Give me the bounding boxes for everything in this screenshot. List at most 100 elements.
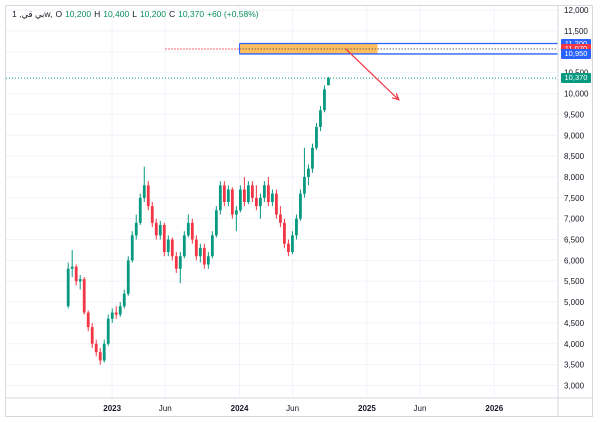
candle-body: [162, 224, 166, 253]
y-tick-label: 11,500: [564, 27, 588, 36]
annotations: [6, 48, 558, 101]
price-tag: 10,950: [561, 48, 591, 59]
time-axis[interactable]: 2023 Jun 2024 Jun 2025 Jun 2026: [6, 397, 593, 413]
candle-body: [74, 266, 78, 282]
y-tick-label: 9,500: [564, 110, 585, 119]
grid: [6, 6, 558, 398]
candle-body: [307, 168, 310, 177]
x-tick-label: Jun: [414, 404, 427, 413]
candle-body: [315, 126, 318, 148]
y-tick-label: 4,500: [564, 319, 585, 328]
candle-body: [66, 268, 70, 307]
y-tick-label: 6,500: [564, 236, 585, 245]
change-value: +60 (+0.58%): [207, 9, 259, 19]
candle-body: [138, 197, 142, 223]
candle-body: [262, 185, 266, 198]
candle-body: [134, 222, 138, 236]
candle-body: [323, 89, 326, 111]
candle-body: [258, 197, 262, 207]
candle-body: [226, 189, 230, 202]
candle-body: [158, 224, 162, 236]
y-tick-label: 6,000: [564, 256, 585, 265]
candle-body: [291, 235, 294, 253]
x-tick-label: Jun: [286, 404, 299, 413]
candle-body: [271, 193, 274, 202]
candle-body: [70, 266, 74, 269]
low-label: L: [132, 9, 137, 19]
price-axis[interactable]: 3,000 3,500 4,000 4,500 5,000 5,500 6,000 6,500…: [557, 6, 589, 416]
y-tick-label: 8,500: [564, 152, 585, 161]
candle-body: [122, 293, 126, 307]
candle-body: [118, 306, 122, 315]
ohlc-legend: 1 ,بي قيw, O 10,200 H 10,400 L 10,200 C 10,3…: [12, 9, 259, 20]
candle-body: [194, 239, 198, 257]
candle-body: [198, 247, 202, 257]
y-tick-label: 9,000: [564, 131, 585, 140]
x-tick-label: Jun: [159, 404, 172, 413]
close-value: 10,370: [178, 9, 205, 19]
projection-arrow: [345, 48, 400, 101]
candle-body: [295, 218, 298, 236]
candle-body: [82, 279, 86, 313]
y-tick-label: 7,500: [564, 194, 585, 203]
resistance-zone[interactable]: [239, 42, 558, 55]
candle-body: [311, 147, 314, 169]
candle-body: [230, 189, 234, 215]
candle-body: [254, 197, 258, 207]
candle-body: [130, 235, 134, 261]
candle-body: [206, 256, 210, 265]
x-tick-label: 2023: [103, 404, 121, 413]
symbol-name: 1 ,بي قيw,: [12, 9, 53, 19]
y-tick-label: 4,000: [564, 340, 585, 349]
x-tick-label: 2026: [485, 404, 503, 413]
candle-body: [238, 189, 242, 211]
candle-body: [210, 235, 214, 257]
price-tag: 11,200: [561, 38, 591, 49]
candle-body: [166, 239, 170, 253]
x-tick-label: 2025: [358, 404, 376, 413]
y-tick-label: 7,000: [564, 215, 585, 224]
candle-body: [202, 247, 206, 265]
close-label: C: [168, 9, 176, 19]
candle-body: [250, 185, 254, 198]
low-value: 10,200: [139, 9, 166, 19]
candle-body: [174, 256, 178, 269]
candle-body: [110, 312, 114, 319]
candle-body: [182, 235, 186, 257]
projection-arrow-head: [391, 93, 400, 101]
y-tick-label: 3,000: [564, 381, 585, 390]
candle-body: [102, 343, 106, 361]
candle-body: [186, 222, 190, 236]
candle-body: [303, 176, 306, 194]
high-value: 10,400: [103, 9, 130, 19]
open-value: 10,200: [65, 9, 92, 19]
candle-body: [287, 243, 290, 253]
candle-body: [327, 78, 330, 86]
candle-body: [214, 210, 218, 236]
candle-body: [170, 239, 174, 257]
candle-body: [190, 222, 194, 240]
candle-body: [283, 222, 286, 244]
candle-body: [126, 260, 130, 294]
candle-body: [78, 279, 82, 282]
candle-body: [275, 193, 278, 215]
candle-body: [222, 185, 226, 202]
x-tick-label: 2024: [231, 404, 249, 413]
candle-body: [86, 312, 90, 328]
candle-body: [90, 327, 94, 344]
candle-body: [242, 189, 246, 202]
candle-body: [142, 185, 146, 198]
candle-body: [146, 185, 150, 207]
candle-body: [246, 185, 250, 202]
candle-body: [98, 352, 102, 361]
candle-body: [218, 185, 222, 211]
y-tick-label: 10,000: [564, 90, 589, 99]
open-label: O: [55, 9, 63, 19]
candle-body: [319, 110, 322, 127]
y-tick-label: 3,500: [564, 361, 585, 370]
y-tick-label: 12,000: [564, 6, 589, 15]
high-label: H: [94, 9, 101, 19]
candle-body: [266, 185, 270, 202]
candle-body: [114, 312, 118, 315]
